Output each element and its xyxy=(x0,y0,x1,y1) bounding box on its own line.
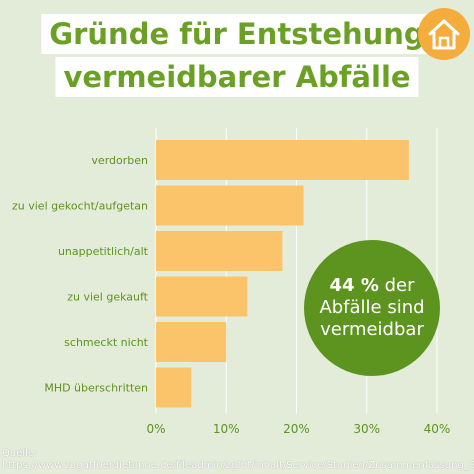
bar xyxy=(156,185,304,226)
category-label: zu viel gekocht/aufgetan xyxy=(12,200,148,213)
callout-badge: 44 % der Abfälle sind vermeidbar xyxy=(304,240,440,376)
callout-text-1: der xyxy=(378,275,415,296)
category-label: zu viel gekauft xyxy=(67,291,148,304)
chart-title-line-1: Gründe für Entstehung xyxy=(41,14,433,54)
callout-text-3: vermeidbar xyxy=(320,319,424,340)
bar xyxy=(156,231,283,271)
x-tick-label: 40% xyxy=(424,422,451,436)
category-label: verdorben xyxy=(91,154,148,167)
bar xyxy=(156,367,192,408)
source-label: Quelle: xyxy=(2,448,38,459)
source-note: Quelle: https://www.zugutfuerdietonne.de… xyxy=(2,448,474,472)
bar xyxy=(156,140,409,180)
house-icon xyxy=(418,8,470,60)
x-tick-label: 30% xyxy=(353,422,380,436)
callout-percent: 44 % xyxy=(329,275,379,296)
bar xyxy=(156,276,248,317)
callout-text-2: Abfälle sind xyxy=(319,297,425,318)
chart-title-line-2: vermeidbarer Abfälle xyxy=(55,57,419,97)
category-label: MHD überschritten xyxy=(44,382,148,395)
category-label: unappetitlich/alt xyxy=(58,245,149,258)
bar xyxy=(156,322,227,362)
x-tick-label: 10% xyxy=(213,422,240,436)
source-link[interactable]: https://www.zugutfuerdietonne.de/fileadm… xyxy=(2,460,474,471)
bar-chart: 0% 10% 20% 30% 40% verdorben zu viel gekocht/a… xyxy=(12,128,451,436)
category-label: schmeckt nicht xyxy=(64,336,149,349)
x-tick-label: 0% xyxy=(146,422,165,436)
x-tick-label: 20% xyxy=(283,422,310,436)
